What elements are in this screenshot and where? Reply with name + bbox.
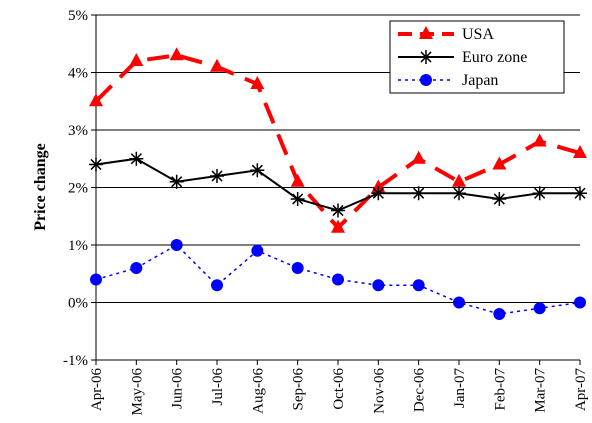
y-tick-label: 4% — [68, 66, 88, 82]
data-point — [331, 203, 345, 218]
x-tick-label: Apr-06 — [89, 368, 105, 412]
y-tick-label: 0% — [68, 296, 88, 312]
y-tick-label: -1% — [63, 353, 88, 369]
data-point — [251, 244, 264, 257]
x-tick-label: May-06 — [129, 368, 145, 416]
legend-label: USA — [462, 26, 494, 43]
x-axis-ticks: Apr-06 May-06 Jun-06 Jul-06 Aug-06 Sep-06 Oct-… — [89, 360, 589, 416]
y-tick-label: 1% — [68, 238, 88, 254]
x-tick-label: Feb-07 — [492, 368, 508, 411]
data-point — [129, 151, 144, 166]
data-point — [493, 308, 506, 320]
legend-entry: USA — [398, 26, 494, 43]
data-point — [371, 186, 386, 201]
data-point — [89, 157, 103, 172]
data-point — [89, 93, 103, 107]
data-point — [492, 192, 507, 206]
x-tick-label: Nov-06 — [371, 368, 387, 414]
y-tick-label: 5% — [68, 8, 88, 24]
data-point — [331, 219, 345, 233]
data-point — [210, 58, 224, 72]
y-tick-label: 3% — [68, 123, 88, 139]
legend-label: Euro zone — [462, 49, 527, 66]
x-tick-label: Jul-06 — [210, 368, 226, 406]
x-tick-label: Jan-07 — [452, 368, 468, 408]
data-point — [332, 273, 344, 286]
data-point — [574, 296, 586, 309]
data-point — [130, 262, 143, 274]
y-axis-ticks: -1% 0% 1% 2% 3% 4% 5% — [63, 8, 96, 369]
data-point — [452, 173, 466, 187]
data-point — [211, 279, 223, 292]
data-point — [573, 145, 587, 158]
x-tick-label: Mar-07 — [533, 368, 549, 413]
data-point — [250, 76, 265, 89]
data-point — [532, 186, 547, 201]
data-point — [411, 150, 426, 164]
data-point — [129, 53, 144, 66]
data-point — [372, 279, 385, 292]
data-point — [412, 279, 425, 292]
data-point — [411, 186, 426, 201]
data-point — [250, 163, 265, 178]
data-point — [169, 174, 184, 189]
data-point — [419, 26, 433, 39]
x-tick-label: Apr-07 — [573, 368, 589, 412]
data-point — [533, 302, 546, 315]
x-tick-label: Oct-06 — [331, 368, 347, 410]
x-tick-label: Dec-06 — [412, 368, 428, 413]
legend: USA Euro zone Japan — [389, 20, 565, 94]
data-point — [420, 74, 432, 86]
x-tick-label: Sep-06 — [291, 368, 307, 411]
y-tick-label: 2% — [68, 181, 88, 197]
data-point — [290, 173, 305, 187]
data-point — [291, 262, 304, 274]
data-point — [210, 169, 224, 183]
data-point — [419, 50, 433, 64]
legend-label: Japan — [462, 72, 498, 89]
legend-entry: Japan — [398, 72, 498, 89]
data-point — [90, 273, 102, 286]
data-point — [452, 186, 466, 201]
data-point — [169, 47, 184, 61]
data-point — [453, 296, 465, 309]
data-point — [170, 239, 183, 251]
x-tick-label: Aug-06 — [250, 368, 266, 414]
data-point — [532, 133, 547, 147]
legend-entry: Euro zone — [398, 49, 527, 66]
y-axis-title: Price change — [32, 143, 49, 231]
data-point — [573, 186, 587, 201]
series-lines — [89, 47, 587, 320]
data-point — [290, 192, 305, 206]
x-tick-label: Jun-06 — [170, 368, 186, 409]
data-point — [492, 156, 507, 170]
